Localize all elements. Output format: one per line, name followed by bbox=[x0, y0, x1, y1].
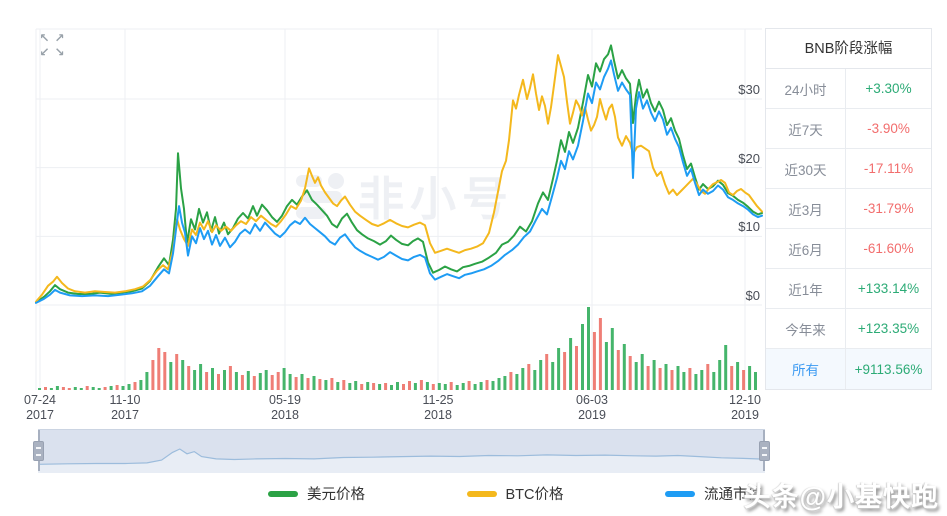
period-label: 近1年 bbox=[766, 269, 846, 308]
x-tick-label: 07-24 2017 bbox=[24, 393, 56, 422]
period-label: 24小时 bbox=[766, 69, 846, 108]
legend-label: 流通市值 bbox=[704, 487, 762, 503]
toutiao-badge: 头条@小基快跑 bbox=[743, 482, 939, 512]
period-label: 近7天 bbox=[766, 109, 846, 148]
navigator-left-handle-icon[interactable] bbox=[33, 440, 44, 461]
period-change-value: +9113.56% bbox=[854, 361, 923, 377]
watermark-text: 非小号 bbox=[358, 173, 514, 225]
legend-item-1[interactable]: BTC价格 bbox=[466, 483, 564, 504]
y-tick-label: $20 bbox=[738, 150, 760, 166]
period-label: 近6月 bbox=[766, 229, 846, 268]
legend-swatch-icon bbox=[665, 490, 695, 497]
period-label: 近3月 bbox=[766, 189, 846, 228]
gains-panel-title: BNB阶段涨幅 bbox=[766, 29, 931, 69]
period-label: 所有 bbox=[766, 349, 846, 389]
arrow-down-left-icon: ↙ bbox=[39, 45, 50, 59]
legend-swatch-icon bbox=[268, 490, 298, 497]
y-tick-label: $0 bbox=[745, 288, 760, 303]
arrow-up-left-icon: ↖ bbox=[39, 31, 50, 45]
period-change-value: -17.11% bbox=[863, 161, 914, 176]
chart-legend: 美元价格 BTC价格 流通市值 bbox=[268, 483, 762, 504]
period-label: 近30天 bbox=[766, 149, 846, 188]
panel-row-1[interactable]: 近7天 -3.90% bbox=[766, 109, 931, 149]
legend-label: 美元价格 bbox=[307, 487, 365, 503]
panel-row-3[interactable]: 近3月 -31.79% bbox=[766, 189, 931, 229]
x-tick-label: 11-25 2018 bbox=[422, 393, 454, 422]
legend-label: BTC价格 bbox=[505, 487, 564, 503]
period-change-value: -3.90% bbox=[867, 121, 910, 136]
period-change-value: +123.35% bbox=[857, 321, 920, 336]
panel-row-0[interactable]: 24小时 +3.30% bbox=[766, 69, 931, 109]
panel-row-7[interactable]: 所有 +9113.56% bbox=[766, 349, 931, 389]
navigator-mini-chart bbox=[38, 448, 765, 473]
panel-row-6[interactable]: 今年来 +123.35% bbox=[766, 309, 931, 349]
x-tick-label: 11-10 2017 bbox=[109, 393, 141, 422]
x-tick-label: 12-10 2019 bbox=[729, 393, 761, 422]
range-navigator[interactable] bbox=[33, 429, 770, 473]
y-tick-label: $10 bbox=[738, 219, 760, 235]
period-change-value: -61.60% bbox=[863, 241, 914, 256]
gains-panel-rows: 24小时 +3.30% 近7天 -3.90% 近30天 -17.11% 近3月 -31.79%… bbox=[766, 69, 931, 389]
panel-row-5[interactable]: 近1年 +133.14% bbox=[766, 269, 931, 309]
gains-panel: BNB阶段涨幅 24小时 +3.30% 近7天 -3.90% 近30天 -17.11% 近3… bbox=[765, 28, 932, 390]
panel-row-4[interactable]: 近6月 -61.60% bbox=[766, 229, 931, 269]
y-tick-label: $30 bbox=[738, 81, 760, 97]
period-change-value: +3.30% bbox=[865, 81, 912, 96]
legend-swatch-icon bbox=[466, 490, 497, 497]
panel-row-2[interactable]: 近30天 -17.11% bbox=[766, 149, 931, 189]
legend-item-0[interactable]: 美元价格 bbox=[268, 483, 365, 504]
period-change-value: +133.14% bbox=[857, 281, 920, 296]
arrow-up-right-icon: ↗ bbox=[54, 31, 65, 45]
period-label: 今年来 bbox=[766, 309, 846, 348]
arrow-down-right-icon: ↘ bbox=[54, 45, 65, 59]
period-change-value: -31.79% bbox=[863, 201, 914, 216]
fullscreen-icon[interactable]: ↖ ↗ ↙ ↘ bbox=[37, 31, 71, 61]
legend-item-2[interactable]: 流通市值 bbox=[665, 483, 762, 504]
navigator-right-handle-icon[interactable] bbox=[759, 440, 770, 461]
x-tick-label: 06-03 2019 bbox=[576, 393, 608, 422]
x-tick-label: 05-19 2018 bbox=[269, 393, 301, 422]
